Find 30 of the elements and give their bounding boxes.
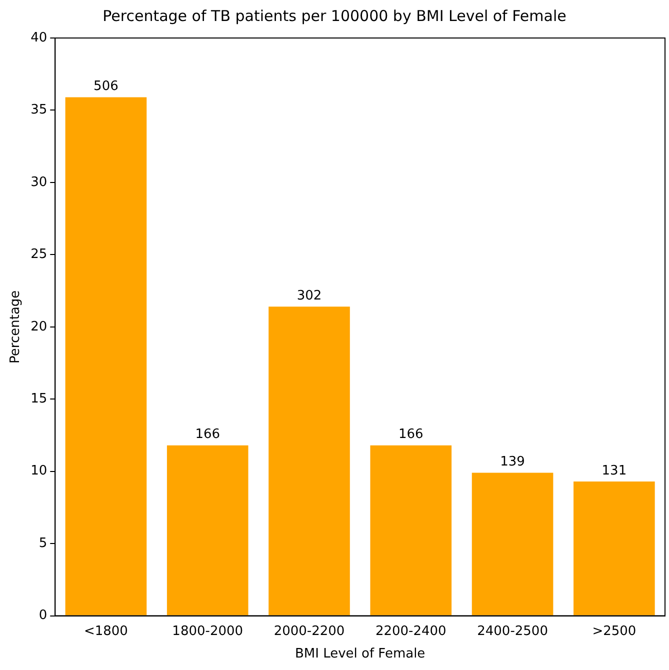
y-tick-label: 30 [30,174,48,190]
x-tick-label: 2200-2400 [375,624,446,639]
bar [472,472,554,616]
bar [268,306,350,616]
y-tick-label: 25 [30,247,48,262]
annotation: 166 [195,427,220,442]
annotation: 139 [500,454,525,470]
y-tick-label: 10 [30,464,48,479]
y-tick-label: 40 [30,30,48,46]
y-tick-label: 15 [30,392,48,406]
x-tick-label: 2000-2200 [274,624,345,639]
annotation: 302 [296,288,322,304]
bar [166,445,248,616]
x-tick-label: 2400-2500 [477,624,548,639]
chart-title: Percentage of TB patients per 100000 by BMI Level of Female [102,6,566,25]
x-tick-label: <1800 [84,624,128,639]
y-tick-label: 35 [30,102,48,118]
x-tick-label: 1800-2000 [172,624,244,639]
y-tick-label: 5 [38,536,48,551]
y-tick-label: 0 [38,608,48,624]
bar [574,481,655,616]
y-axis-title: Percentage [8,290,24,364]
y-tick-label: 20 [30,319,48,334]
annotation: 506 [94,79,118,94]
annotation: 166 [398,427,424,442]
bar [65,97,147,616]
annotation: 131 [602,463,627,478]
x-tick-label: >2500 [592,624,636,639]
bar [370,445,452,616]
x-axis-title: BMI Level of Female [294,646,426,662]
